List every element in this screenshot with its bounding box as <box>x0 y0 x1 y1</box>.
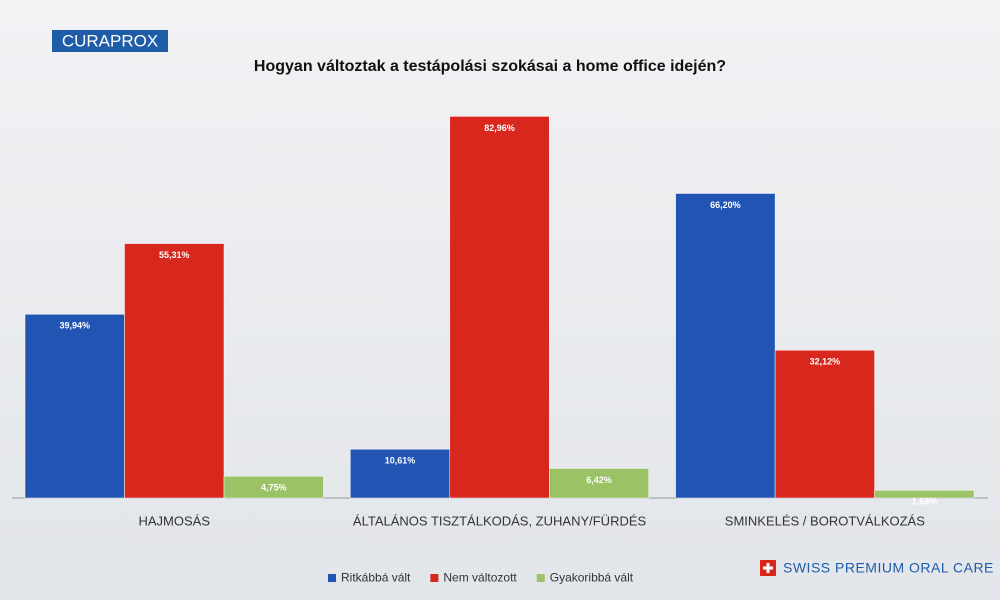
bar <box>449 116 550 499</box>
bar <box>124 243 225 499</box>
value-label: 66,20% <box>710 200 741 210</box>
legend-swatch <box>328 574 336 582</box>
logo: CURAPROX <box>62 31 158 50</box>
value-label: 1,68% <box>912 497 938 507</box>
legend-label: Ritkábbá vált <box>341 571 411 585</box>
value-label: 55,31% <box>159 250 190 260</box>
bar <box>549 468 650 499</box>
x-tick-label: HAJMOSÁS <box>138 513 210 528</box>
swiss-cross <box>763 563 773 573</box>
bar <box>774 349 875 499</box>
bar <box>350 448 451 499</box>
value-label: 4,75% <box>261 483 287 493</box>
tagline: SWISS PREMIUM ORAL CARE <box>783 560 994 576</box>
value-label: 32,12% <box>810 357 841 367</box>
bar <box>223 475 324 499</box>
legend-swatch <box>536 574 545 582</box>
x-tick-label: SMINKELÉS / BOROTVÁLKOZÁS <box>725 513 925 528</box>
chart-title: Hogyan változtak a testápolási szokásai … <box>254 58 726 75</box>
value-label: 10,61% <box>385 456 416 466</box>
legend-label: Gyakoribbá vált <box>550 571 634 585</box>
x-tick-label: ÁLTALÁNOS TISZTÁLKODÁS, ZUHANY/FÜRDÉS <box>353 513 647 528</box>
legend-swatch <box>430 574 439 582</box>
legend-label: Nem változott <box>443 571 517 585</box>
logo-box <box>52 30 168 52</box>
value-label: 6,42% <box>586 475 612 485</box>
bar <box>24 314 125 499</box>
bar <box>675 193 776 499</box>
bar <box>874 490 975 499</box>
value-label: 39,94% <box>59 321 90 331</box>
value-label: 82,96% <box>484 123 515 133</box>
